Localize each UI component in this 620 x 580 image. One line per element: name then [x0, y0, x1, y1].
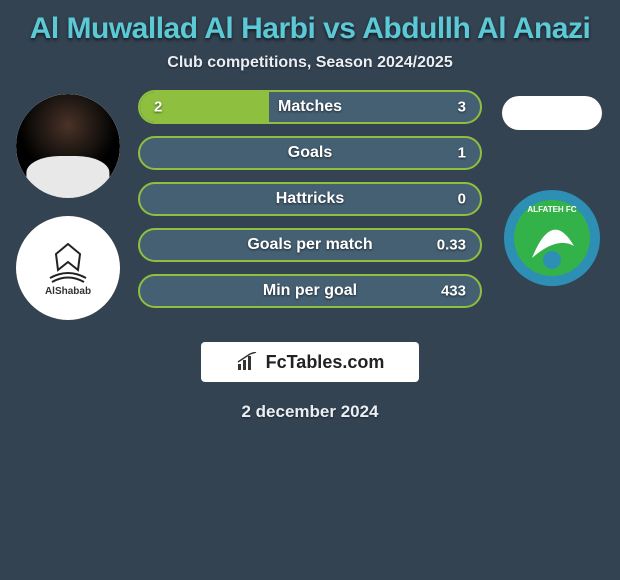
- stat-value-right: 3: [458, 99, 466, 116]
- alshabab-logo-icon: AlShabab: [16, 216, 120, 320]
- left-player-column: AlShabab: [8, 90, 128, 320]
- comparison-card: Al Muwallad Al Harbi vs Abdullh Al Anazi…: [0, 0, 620, 422]
- stat-row: Goals 1: [138, 136, 482, 170]
- stat-value-right: 1: [458, 145, 466, 162]
- left-player-avatar: [16, 94, 120, 198]
- stat-row: Hattricks 0: [138, 182, 482, 216]
- stat-value-left: 2: [154, 99, 162, 116]
- stats-column: 2 Matches 3 Goals 1 Hattricks 0 Goals per match…: [128, 90, 492, 308]
- left-club-logo: AlShabab: [16, 216, 120, 320]
- stat-row: Goals per match 0.33: [138, 228, 482, 262]
- stat-label: Matches: [278, 98, 342, 116]
- chart-icon: [236, 352, 260, 372]
- stat-row: 2 Matches 3: [138, 90, 482, 124]
- stat-label: Hattricks: [276, 190, 344, 208]
- right-player-column: ALFATEH FC: [492, 90, 612, 288]
- stat-label: Goals: [288, 144, 332, 162]
- stat-value-right: 0.33: [437, 237, 466, 254]
- right-club-logo: ALFATEH FC: [502, 188, 602, 288]
- page-title: Al Muwallad Al Harbi vs Abdullh Al Anazi: [0, 0, 620, 54]
- stat-label: Goals per match: [247, 236, 372, 254]
- right-club-name-text: ALFATEH FC: [527, 205, 576, 214]
- branding-text: FcTables.com: [266, 352, 385, 373]
- right-player-avatar: [502, 96, 602, 130]
- subtitle: Club competitions, Season 2024/2025: [0, 54, 620, 90]
- branding-badge: FcTables.com: [201, 342, 419, 382]
- stat-label: Min per goal: [263, 282, 357, 300]
- stat-row: Min per goal 433: [138, 274, 482, 308]
- main-row: AlShabab 2 Matches 3 Goals 1 Hattricks 0 Goals …: [0, 90, 620, 320]
- left-club-name: AlShabab: [45, 286, 91, 297]
- stat-value-right: 433: [441, 283, 466, 300]
- alfateh-logo-icon: ALFATEH FC: [502, 188, 602, 288]
- report-date: 2 december 2024: [0, 402, 620, 422]
- stat-value-right: 0: [458, 191, 466, 208]
- player-photo: [16, 94, 120, 198]
